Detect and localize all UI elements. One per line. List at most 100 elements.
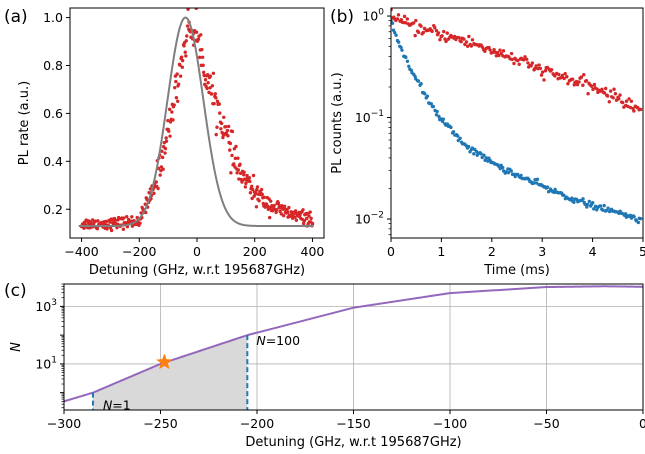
- data-point-red: [584, 79, 589, 83]
- data-point-red: [222, 115, 226, 119]
- data-point-red: [208, 86, 212, 90]
- data-point-blue: [535, 177, 540, 182]
- data-point-red: [206, 81, 210, 85]
- data-point-blue: [628, 213, 633, 218]
- data-point-blue: [449, 125, 453, 130]
- data-point-red: [414, 18, 418, 23]
- data-point-red: [210, 92, 214, 96]
- x-tick-label: −200: [122, 244, 156, 259]
- data-point-red: [214, 132, 218, 137]
- data-point-red: [176, 82, 181, 86]
- data-point-red: [600, 87, 604, 92]
- data-point-red: [293, 215, 297, 219]
- data-point-red: [257, 199, 261, 203]
- star-marker: [156, 353, 173, 370]
- data-point-red: [480, 45, 485, 49]
- data-point-red: [577, 80, 581, 84]
- data-point-red: [618, 93, 622, 97]
- threshold-label: N=100: [256, 333, 300, 348]
- data-point-red: [575, 82, 580, 87]
- x-tick-label: −150: [336, 416, 370, 431]
- data-point-red: [483, 49, 487, 53]
- data-point-red: [605, 94, 610, 98]
- data-point-blue: [441, 117, 446, 121]
- x-tick-label: 0: [639, 416, 645, 431]
- data-point-blue: [519, 173, 523, 178]
- x-tick-label: 200: [243, 244, 267, 259]
- data-point-blue: [393, 30, 397, 35]
- data-point-red: [205, 73, 210, 77]
- data-point-red: [171, 118, 175, 122]
- data-point-red: [178, 74, 183, 78]
- data-point-red: [488, 48, 492, 52]
- data-point-red: [180, 65, 184, 69]
- data-point-red: [251, 187, 255, 192]
- data-point-red: [405, 17, 410, 21]
- data-point-red: [509, 51, 514, 56]
- data-point-red: [411, 21, 416, 25]
- data-point-red: [413, 33, 417, 38]
- data-point-blue: [479, 152, 483, 156]
- y-tick-label: 1.0: [43, 10, 63, 25]
- data-point-red: [219, 127, 223, 131]
- data-point-red: [267, 215, 272, 220]
- data-point-red: [95, 227, 100, 231]
- data-point-blue: [636, 220, 641, 225]
- data-point-blue: [585, 202, 590, 207]
- data-point-blue: [482, 153, 486, 157]
- data-point-red: [617, 97, 621, 101]
- data-point-red: [592, 82, 597, 87]
- x-tick-label: 4: [589, 244, 597, 259]
- data-point-red: [501, 49, 506, 53]
- data-point-red: [310, 221, 315, 226]
- data-point-blue: [429, 102, 434, 106]
- data-point-red: [235, 171, 239, 175]
- data-point-blue: [592, 207, 596, 211]
- data-point-red: [201, 63, 205, 67]
- data-point-blue: [598, 204, 603, 208]
- data-point-red: [620, 100, 625, 105]
- data-point-red: [259, 187, 264, 192]
- data-point-red: [444, 39, 448, 44]
- data-point-red: [553, 74, 557, 78]
- data-point-blue: [423, 92, 427, 96]
- data-point-red: [309, 216, 313, 221]
- data-point-red: [549, 68, 554, 72]
- threshold-label-value: =100: [266, 333, 300, 348]
- data-point-red: [632, 109, 636, 113]
- panel-b: 0 1 2 3 4 5 10−2 10−1 100 Time (ms) PL counts (a.u…: [330, 7, 645, 278]
- data-point-red: [526, 61, 530, 65]
- data-point-red: [186, 8, 190, 11]
- data-point-red: [214, 96, 218, 100]
- data-point-red: [242, 173, 246, 177]
- data-point-red: [225, 128, 230, 133]
- x-tick-label: 3: [538, 244, 546, 259]
- data-point-blue: [532, 181, 536, 185]
- data-point-red: [247, 176, 252, 180]
- y-tick-label: 101: [35, 355, 57, 371]
- data-point-blue: [638, 216, 643, 221]
- data-point-red: [452, 34, 457, 39]
- data-point-red: [278, 209, 282, 214]
- data-point-red: [602, 91, 607, 95]
- data-point-red: [167, 129, 171, 133]
- data-point-blue: [546, 190, 551, 194]
- data-point-red: [628, 105, 633, 110]
- plot-area-c: [64, 284, 643, 410]
- data-point-red: [530, 61, 535, 65]
- data-point-red: [582, 72, 586, 77]
- data-point-red: [463, 42, 467, 47]
- y-tick-label: 100: [362, 8, 384, 24]
- data-point-blue: [472, 152, 476, 156]
- data-point-red: [228, 148, 232, 152]
- y-tick-label: 0.6: [43, 106, 63, 121]
- data-point-red: [254, 190, 258, 195]
- data-point-red: [523, 55, 527, 59]
- data-point-blue: [396, 40, 401, 44]
- data-point-red: [228, 141, 233, 146]
- data-point-red: [109, 228, 114, 233]
- data-point-blue: [435, 109, 439, 114]
- data-point-red: [543, 69, 548, 73]
- data-point-red: [464, 40, 469, 44]
